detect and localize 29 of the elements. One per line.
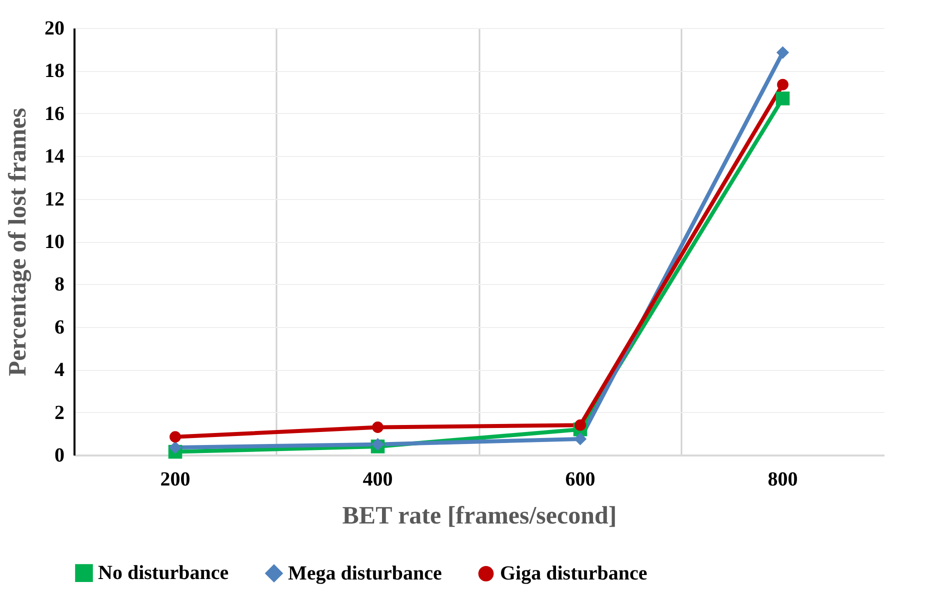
x-tick-label: 400 — [362, 468, 393, 490]
point — [776, 92, 790, 106]
y-tick-label: 14 — [44, 146, 64, 168]
legend-label: No disturbance — [98, 562, 229, 584]
y-tick-label: 4 — [54, 359, 64, 382]
point — [776, 46, 790, 59]
point — [574, 432, 587, 446]
legend-label: Giga disturbance — [500, 562, 648, 585]
y-tick-label: 6 — [54, 316, 64, 338]
y-tick-label: 18 — [44, 60, 64, 82]
y-tick-label: 12 — [44, 188, 64, 210]
point — [574, 419, 586, 431]
point — [777, 78, 788, 90]
x-tick-label: 200 — [160, 468, 190, 490]
legend-label: Mega disturbance — [288, 562, 442, 584]
y-tick-label: 20 — [44, 18, 64, 40]
point — [168, 441, 182, 454]
y-tick-label: 10 — [44, 231, 64, 253]
y-axis-title: Percentage of lost frames — [4, 108, 32, 376]
x-tick-label: 600 — [565, 468, 596, 490]
y-tick-label: 8 — [54, 274, 64, 296]
point — [170, 431, 181, 443]
x-tick-label: 800 — [768, 468, 798, 490]
x-axis-title: BET rate [frames/second] — [342, 502, 617, 530]
y-tick-label: 0 — [54, 444, 64, 466]
y-tick-label: 16 — [44, 102, 64, 125]
y-tick-label: 2 — [54, 402, 64, 424]
point — [372, 422, 384, 433]
point — [371, 438, 384, 451]
